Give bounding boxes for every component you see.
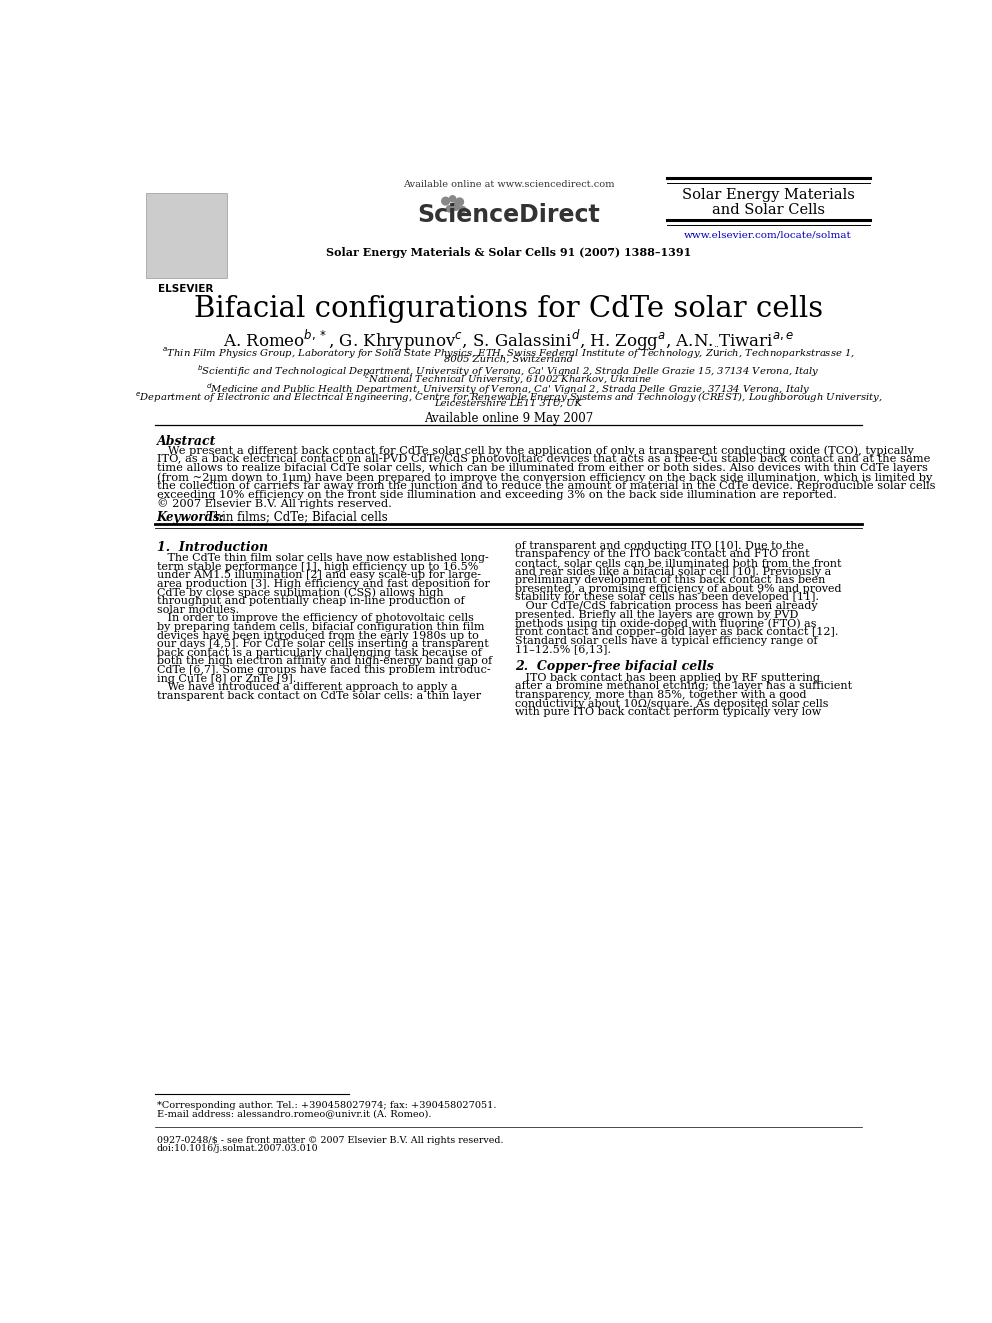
Text: preliminary development of this back contact has been: preliminary development of this back con… bbox=[516, 576, 825, 585]
Circle shape bbox=[441, 197, 449, 205]
FancyBboxPatch shape bbox=[146, 193, 227, 278]
Text: Available online at www.sciencedirect.com: Available online at www.sciencedirect.co… bbox=[403, 180, 614, 189]
Text: Thin films; CdTe; Bifacial cells: Thin films; CdTe; Bifacial cells bbox=[203, 511, 388, 524]
Text: throughput and potentially cheap in-line production of: throughput and potentially cheap in-line… bbox=[157, 597, 464, 606]
Text: our days [4,5]. For CdTe solar cells inserting a transparent: our days [4,5]. For CdTe solar cells ins… bbox=[157, 639, 488, 650]
Text: presented, a promising efficiency of about 9% and proved: presented, a promising efficiency of abo… bbox=[516, 583, 842, 594]
Text: transparency, more than 85%, together with a good: transparency, more than 85%, together wi… bbox=[516, 691, 806, 700]
Text: area production [3]. High efficiency and fast deposition for: area production [3]. High efficiency and… bbox=[157, 579, 489, 589]
Text: ScienceDirect: ScienceDirect bbox=[417, 204, 600, 228]
Text: by preparing tandem cells, bifacial configuration thin film: by preparing tandem cells, bifacial conf… bbox=[157, 622, 484, 632]
Text: front contact and copper–gold layer as back contact [12].: front contact and copper–gold layer as b… bbox=[516, 627, 839, 636]
Text: transparency of the ITO back contact and FTO front: transparency of the ITO back contact and… bbox=[516, 549, 810, 560]
Text: presented. Briefly all the layers are grown by PVD: presented. Briefly all the layers are gr… bbox=[516, 610, 799, 619]
Text: term stable performance [1], high efficiency up to 16.5%: term stable performance [1], high effici… bbox=[157, 562, 478, 572]
Text: CdTe by close space sublimation (CSS) allows high: CdTe by close space sublimation (CSS) al… bbox=[157, 587, 443, 598]
Text: exceeding 10% efficiency on the front side illumination and exceeding 3% on the : exceeding 10% efficiency on the front si… bbox=[157, 490, 836, 500]
Circle shape bbox=[459, 206, 466, 213]
Circle shape bbox=[451, 202, 459, 210]
Text: stability for these solar cells has been developed [11].: stability for these solar cells has been… bbox=[516, 593, 819, 602]
Text: Our CdTe/CdS fabrication process has been already: Our CdTe/CdS fabrication process has bee… bbox=[516, 601, 818, 611]
Circle shape bbox=[449, 196, 455, 202]
Text: Keywords:: Keywords: bbox=[157, 511, 224, 524]
Text: Leicestershire LE11 3TU, UK: Leicestershire LE11 3TU, UK bbox=[434, 400, 582, 407]
Text: and rear sides like a bifacial solar cell [10]. Previously a: and rear sides like a bifacial solar cel… bbox=[516, 566, 831, 577]
Text: ITO, as a back electrical contact on all-PVD CdTe/CdS photovoltaic devices that : ITO, as a back electrical contact on all… bbox=[157, 454, 930, 464]
Text: $^{e}$Department of Electronic and Electrical Engineering, Centre for Renewable : $^{e}$Department of Electronic and Elect… bbox=[135, 390, 882, 405]
Text: ing CuTe [8] or ZnTe [9].: ing CuTe [8] or ZnTe [9]. bbox=[157, 673, 296, 684]
Text: after a bromine methanol etching; the layer has a sufficient: after a bromine methanol etching; the la… bbox=[516, 681, 852, 692]
Text: The CdTe thin film solar cells have now established long-: The CdTe thin film solar cells have now … bbox=[157, 553, 488, 564]
Text: under AM1.5 illumination [2] and easy scale-up for large-: under AM1.5 illumination [2] and easy sc… bbox=[157, 570, 480, 581]
Text: ELSEVIER: ELSEVIER bbox=[159, 284, 213, 294]
Text: (from ~2µm down to 1µm) have been prepared to improve the conversion efficiency : (from ~2µm down to 1µm) have been prepar… bbox=[157, 472, 931, 483]
Text: Abstract: Abstract bbox=[157, 435, 216, 447]
Text: In order to improve the efficiency of photovoltaic cells: In order to improve the efficiency of ph… bbox=[157, 614, 473, 623]
Text: A. Romeo$^{b,*}$, G. Khrypunov$^{c}$, S. Galassini$^{d}$, H. Zogg$^{a}$, A.N. Ti: A. Romeo$^{b,*}$, G. Khrypunov$^{c}$, S.… bbox=[223, 328, 794, 353]
Text: time allows to realize bifacial CdTe solar cells, which can be illuminated from : time allows to realize bifacial CdTe sol… bbox=[157, 463, 928, 474]
Text: Solar Energy Materials: Solar Energy Materials bbox=[682, 188, 854, 202]
Text: We have introduced a different approach to apply a: We have introduced a different approach … bbox=[157, 683, 457, 692]
Text: 1.  Introduction: 1. Introduction bbox=[157, 541, 268, 554]
Text: devices have been introduced from the early 1980s up to: devices have been introduced from the ea… bbox=[157, 631, 478, 640]
Text: Available online 9 May 2007: Available online 9 May 2007 bbox=[424, 411, 593, 425]
Text: *Corresponding author. Tel.: +390458027974; fax: +390458027051.: *Corresponding author. Tel.: +3904580279… bbox=[157, 1101, 496, 1110]
Text: with pure ITO back contact perform typically very low: with pure ITO back contact perform typic… bbox=[516, 708, 821, 717]
Text: Bifacial configurations for CdTe solar cells: Bifacial configurations for CdTe solar c… bbox=[193, 295, 823, 323]
Text: $^{b}$Scientific and Technological Department, University of Verona, Ca' Vignal : $^{b}$Scientific and Technological Depar… bbox=[197, 364, 819, 380]
Text: 0927-0248/$ - see front matter © 2007 Elsevier B.V. All rights reserved.: 0927-0248/$ - see front matter © 2007 El… bbox=[157, 1136, 503, 1144]
Text: 8005 Zurich, Switzerland: 8005 Zurich, Switzerland bbox=[443, 355, 573, 364]
Text: methods using tin oxide-doped with fluorine (FTO) as: methods using tin oxide-doped with fluor… bbox=[516, 618, 816, 628]
Text: We present a different back contact for CdTe solar cell by the application of on: We present a different back contact for … bbox=[157, 446, 914, 456]
Text: 11–12.5% [6,13].: 11–12.5% [6,13]. bbox=[516, 644, 611, 654]
Text: 2.  Copper-free bifacial cells: 2. Copper-free bifacial cells bbox=[516, 660, 714, 673]
Text: doi:10.1016/j.solmat.2007.03.010: doi:10.1016/j.solmat.2007.03.010 bbox=[157, 1144, 318, 1154]
Text: both the high electron affinity and high-energy band gap of: both the high electron affinity and high… bbox=[157, 656, 492, 667]
Text: Solar Energy Materials & Solar Cells 91 (2007) 1388–1391: Solar Energy Materials & Solar Cells 91 … bbox=[325, 247, 691, 258]
Text: transparent back contact on CdTe solar cells: a thin layer: transparent back contact on CdTe solar c… bbox=[157, 691, 481, 701]
Text: the collection of carriers far away from the junction and to reduce the amount o: the collection of carriers far away from… bbox=[157, 482, 935, 491]
Text: E-mail address: alessandro.romeo@univr.it (A. Romeo).: E-mail address: alessandro.romeo@univr.i… bbox=[157, 1110, 432, 1119]
Text: solar modules.: solar modules. bbox=[157, 605, 239, 615]
Text: CdTe [6,7]. Some groups have faced this problem introduc-: CdTe [6,7]. Some groups have faced this … bbox=[157, 665, 490, 675]
Text: conductivity about 10Ω/square. As deposited solar cells: conductivity about 10Ω/square. As deposi… bbox=[516, 699, 829, 709]
Text: of transparent and conducting ITO [10]. Due to the: of transparent and conducting ITO [10]. … bbox=[516, 541, 805, 550]
Text: and Solar Cells: and Solar Cells bbox=[711, 202, 824, 217]
Text: © 2007 Elsevier B.V. All rights reserved.: © 2007 Elsevier B.V. All rights reserved… bbox=[157, 499, 392, 509]
Text: contact, solar cells can be illuminated both from the front: contact, solar cells can be illuminated … bbox=[516, 558, 842, 568]
Text: www.elsevier.com/locate/solmat: www.elsevier.com/locate/solmat bbox=[684, 230, 852, 239]
Circle shape bbox=[446, 206, 452, 212]
Text: back contact is a particularly challenging task because of: back contact is a particularly challengi… bbox=[157, 648, 481, 658]
Text: Standard solar cells have a typical efficiency range of: Standard solar cells have a typical effi… bbox=[516, 635, 817, 646]
Text: $^{a}$Thin Film Physics Group, Laboratory for Solid State Physics, ETH, Swiss Fe: $^{a}$Thin Film Physics Group, Laborator… bbox=[162, 345, 855, 361]
Circle shape bbox=[455, 198, 463, 206]
Text: ITO back contact has been applied by RF sputtering: ITO back contact has been applied by RF … bbox=[516, 673, 820, 683]
Text: $^{c}$National Technical University, 61002 Kharkov, Ukraine: $^{c}$National Technical University, 610… bbox=[364, 373, 653, 386]
Text: $^{d}$Medicine and Public Health Department, University of Verona, Ca' Vignal 2,: $^{d}$Medicine and Public Health Departm… bbox=[206, 381, 810, 397]
